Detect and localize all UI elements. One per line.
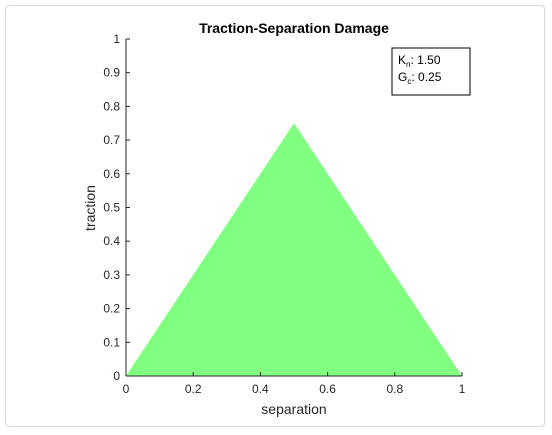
y-axis-label: traction xyxy=(82,185,98,231)
y-tick-label-7: 0.7 xyxy=(103,133,120,147)
chart-title: Traction-Separation Damage xyxy=(199,20,389,36)
x-tick-label-4: 0.8 xyxy=(386,382,403,396)
y-tick-label-3: 0.3 xyxy=(103,268,120,282)
parameter-annotation: Kn: 1.50 Gc: 0.25 xyxy=(391,47,471,96)
y-tick-label-4: 0.4 xyxy=(103,234,120,248)
kn-label: K xyxy=(398,53,406,67)
x-tick-label-1: 0.2 xyxy=(185,382,202,396)
annotation-border xyxy=(391,47,471,96)
gc-label: G xyxy=(398,70,407,84)
y-tick-label-5: 0.5 xyxy=(103,201,120,215)
kn-value: 1.50 xyxy=(417,53,441,67)
y-tick-label-2: 0.2 xyxy=(103,302,120,316)
gc-colon: : xyxy=(411,70,418,84)
y-tick-label-6: 0.6 xyxy=(103,167,120,181)
x-tick-label-2: 0.4 xyxy=(252,382,269,396)
x-tick-label-0: 0 xyxy=(123,382,130,396)
y-tick-label-1: 0.1 xyxy=(103,335,120,349)
gc-line: Gc: 0.25 xyxy=(398,70,442,86)
x-axis-label: separation xyxy=(261,401,326,417)
gc-value: 0.25 xyxy=(418,70,442,84)
y-tick-label-8: 0.8 xyxy=(103,99,120,113)
y-tick-label-9: 0.9 xyxy=(103,66,120,80)
x-tick-label-5: 1 xyxy=(459,382,466,396)
kn-sub: n xyxy=(406,60,410,69)
series-fill-0 xyxy=(126,123,462,376)
kn-colon: : xyxy=(410,53,417,67)
gc-sub: c xyxy=(407,77,411,86)
plot-area xyxy=(126,123,462,376)
y-tick-label-0: 0 xyxy=(113,369,120,383)
x-tick-label-3: 0.6 xyxy=(319,382,336,396)
y-tick-label-10: 1 xyxy=(113,32,120,46)
kn-line: Kn: 1.50 xyxy=(398,53,441,69)
axes: 0 0.2 0.4 0.6 0.8 1 0 0.1 0.2 0.3 0.4 0.5 0.6 0.7 0.8 0… xyxy=(103,32,465,396)
